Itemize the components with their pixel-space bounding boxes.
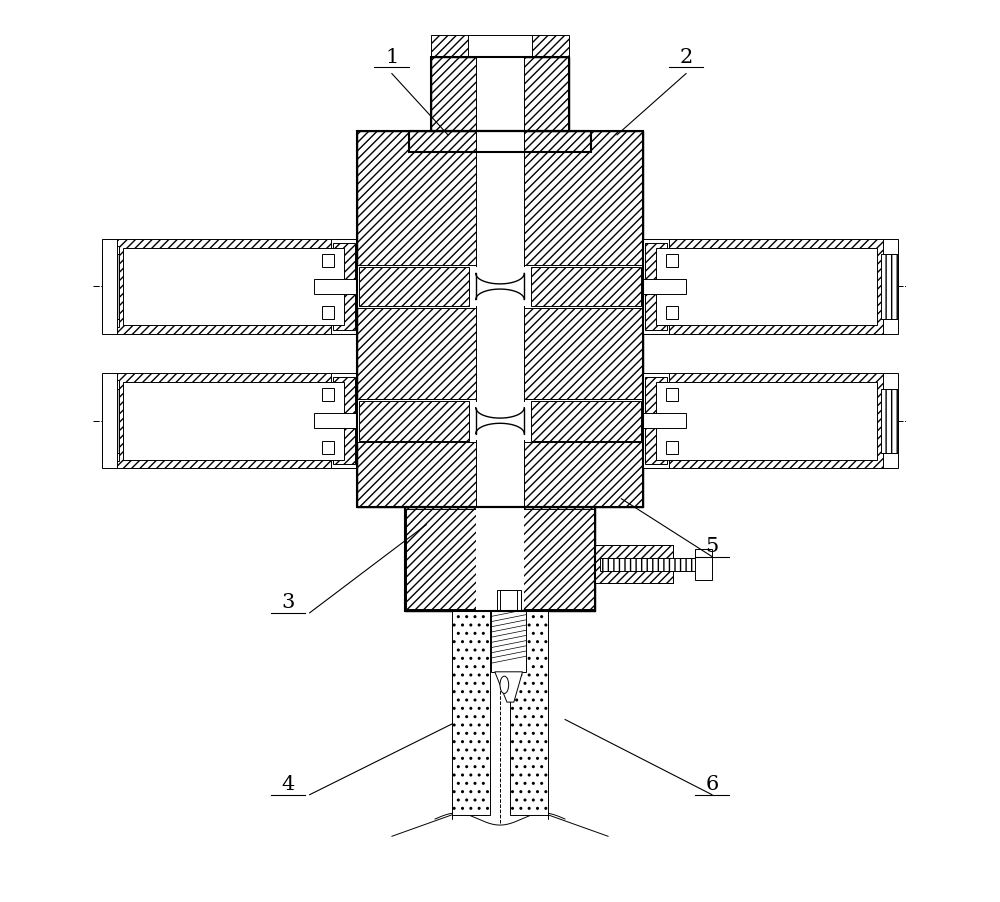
Bar [102,373,117,468]
Bar [666,388,678,400]
Bar [322,440,334,454]
Text: 1: 1 [385,48,398,67]
Bar [524,279,686,294]
Bar [470,267,530,306]
Bar [123,247,344,326]
Bar [491,612,526,672]
Bar [881,254,898,318]
Bar [510,612,548,815]
Bar [531,267,641,307]
Bar [431,57,569,131]
Bar [102,245,119,327]
Bar [409,131,591,152]
Bar [102,254,119,318]
Ellipse shape [500,676,509,694]
Bar [123,382,344,460]
Polygon shape [495,672,523,702]
Bar [524,399,643,442]
Bar [476,507,524,612]
Bar [331,239,357,334]
Bar [359,400,469,440]
Bar [431,57,569,131]
Bar [357,399,476,442]
Bar [476,57,524,131]
Bar [524,413,686,428]
Bar [115,373,357,468]
Bar [102,239,117,334]
Bar [695,548,712,580]
Bar [500,131,643,507]
Bar [524,265,643,308]
Bar [643,373,885,468]
Bar [357,265,476,308]
Bar [883,373,898,468]
Text: 5: 5 [706,537,719,556]
Bar [357,131,643,507]
Bar [322,307,334,319]
Bar [666,440,678,454]
Text: 3: 3 [281,593,295,612]
Bar [406,509,498,610]
Bar [666,307,678,319]
Bar [333,377,355,464]
Bar [314,413,381,428]
Bar [452,612,490,815]
Bar [595,546,673,584]
Bar [431,35,478,57]
Bar [502,509,594,610]
Bar [500,590,517,612]
Text: 4: 4 [281,775,294,794]
Bar [881,389,898,453]
Bar [102,380,119,462]
Bar [643,373,669,468]
Bar [470,401,530,440]
Bar [405,507,595,612]
Bar [359,267,469,307]
Bar [322,388,334,400]
Text: 2: 2 [680,48,693,67]
Bar [314,279,381,294]
Bar [409,131,591,152]
Bar [115,239,357,334]
Bar [656,382,877,460]
Bar [595,546,673,584]
Bar [883,239,898,334]
Bar [666,253,678,267]
Bar [643,239,885,334]
Bar [531,400,641,440]
Bar [102,389,119,453]
Bar [645,244,667,330]
Bar [468,35,532,57]
Bar [656,247,877,326]
Bar [405,507,595,612]
Bar [476,131,524,152]
Bar [476,131,524,507]
Text: 6: 6 [706,775,719,794]
Bar [643,239,669,334]
Bar [322,253,334,267]
Bar [333,244,355,330]
Bar [331,373,357,468]
Bar [357,131,500,507]
Bar [645,377,667,464]
Bar [497,590,521,612]
Bar [522,35,569,57]
Bar [600,557,708,571]
